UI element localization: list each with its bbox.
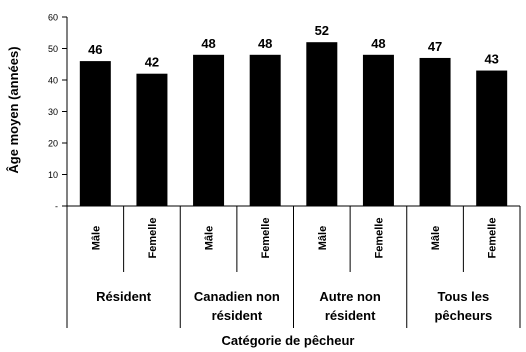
group-label-line: résident: [325, 308, 376, 323]
bar: [419, 57, 451, 207]
bar: [193, 54, 225, 206]
bar: [306, 42, 338, 207]
bar: [362, 54, 394, 206]
group-label: Résident: [96, 289, 152, 304]
plot-area: - 10 20 30 40 50 60 46 Mâle 42 Femelle 48 Mâle 48 Feme…: [48, 13, 521, 328]
group-label: Tous les pêcheurs: [434, 289, 492, 323]
bar: [136, 73, 168, 206]
y-tick-label: 20: [48, 139, 58, 149]
data-label: 48: [371, 36, 385, 51]
group-label-line: résident: [212, 308, 263, 323]
data-label: 48: [201, 36, 215, 51]
group-label-line: pêcheurs: [434, 308, 492, 323]
data-label: 42: [145, 55, 159, 70]
group-label-line: Résident: [96, 289, 152, 304]
category-label: Mâle: [204, 226, 216, 250]
group-label-line: Autre non: [319, 289, 380, 304]
group-label: Canadien non résident: [194, 289, 280, 323]
data-label: 46: [88, 42, 102, 57]
y-tick-label: 10: [48, 170, 58, 180]
bar: [476, 70, 508, 206]
category-label: Femelle: [147, 218, 159, 259]
group-label-line: Canadien non: [194, 289, 280, 304]
category-label: Femelle: [373, 218, 385, 259]
data-label: 48: [258, 36, 272, 51]
category-label: Femelle: [260, 218, 272, 259]
y-axis-label: Âge moyen (années): [6, 46, 21, 173]
group-label-line: Tous les: [437, 289, 489, 304]
x-axis-label: Catégorie de pêcheur: [222, 333, 355, 348]
y-tick-label: 40: [48, 76, 58, 86]
y-tick-label: 50: [48, 44, 58, 54]
category-label: Femelle: [487, 218, 499, 259]
category-label: Mâle: [430, 226, 442, 250]
bar: [249, 54, 281, 206]
data-label: 47: [428, 39, 442, 54]
category-label: Mâle: [317, 226, 329, 250]
y-tick-label: 60: [48, 13, 58, 23]
data-label: 52: [315, 23, 329, 38]
y-tick-label: -: [55, 202, 58, 212]
y-tick-label: 30: [48, 107, 58, 117]
data-label: 43: [484, 52, 498, 67]
bar: [79, 61, 111, 206]
group-label: Autre non résident: [319, 289, 380, 323]
category-label: Mâle: [90, 226, 102, 250]
